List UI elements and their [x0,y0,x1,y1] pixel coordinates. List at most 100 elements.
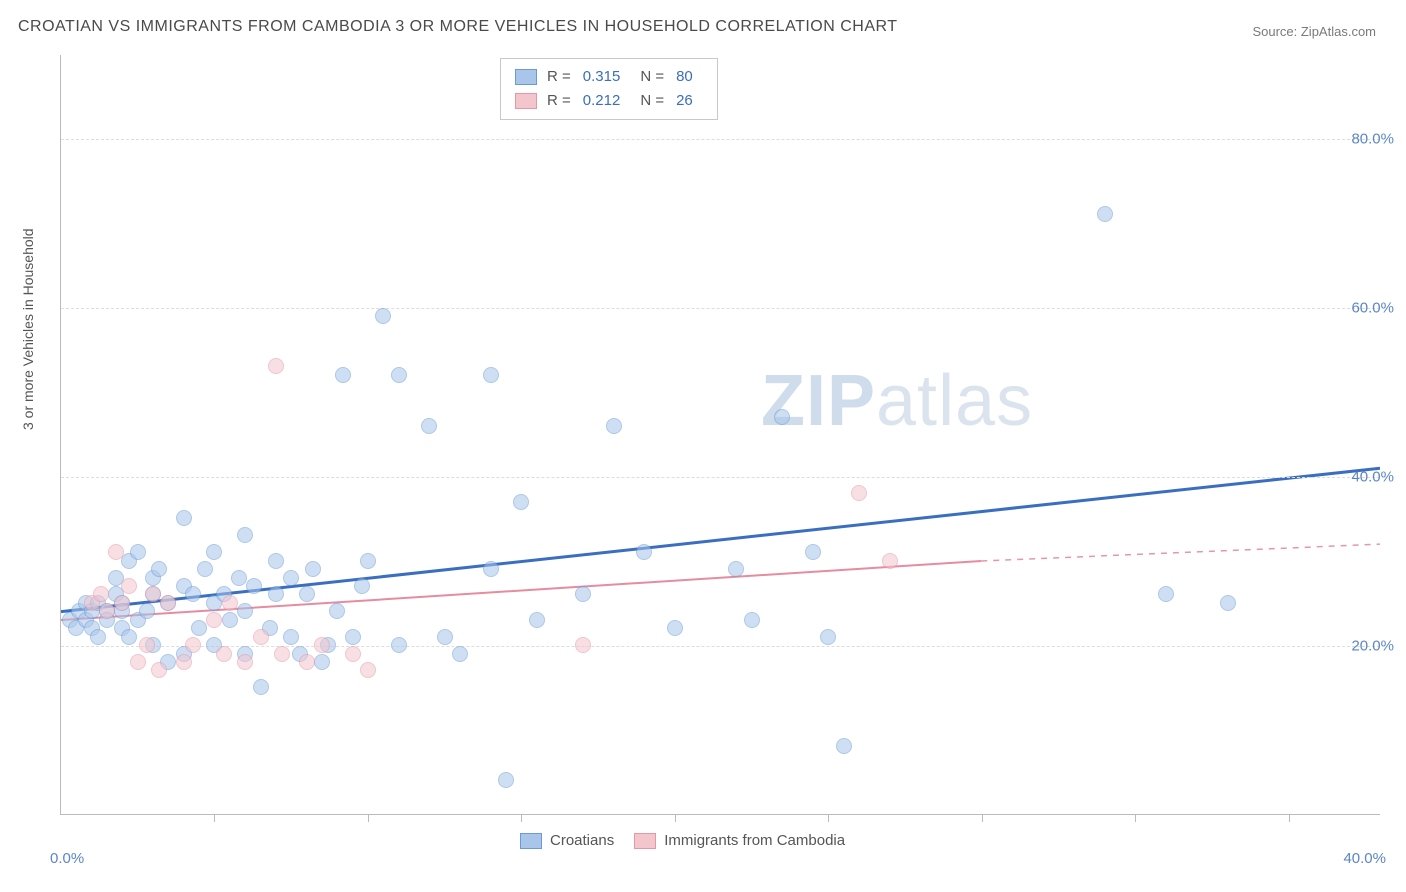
scatter-point [329,603,345,619]
scatter-point [575,637,591,653]
scatter-point [151,561,167,577]
scatter-point [121,578,137,594]
scatter-point [151,662,167,678]
scatter-point [391,367,407,383]
scatter-point [437,629,453,645]
legend-row-0: R = 0.315 N = 80 [515,65,703,89]
scatter-point [121,629,137,645]
scatter-point [575,586,591,602]
chart-title: CROATIAN VS IMMIGRANTS FROM CAMBODIA 3 O… [18,18,898,36]
scatter-point [882,553,898,569]
scatter-point [345,646,361,662]
watermark-light: atlas [876,361,1033,441]
y-tick-label: 40.0% [1351,469,1394,486]
scatter-point [246,578,262,594]
legend-swatch-b0 [520,833,542,849]
legend-row-1: R = 0.212 N = 26 [515,89,703,113]
scatter-point [667,620,683,636]
n-value-0: 80 [676,65,693,89]
legend-label-1: Immigrants from Cambodia [664,832,845,849]
scatter-point [375,308,391,324]
legend-swatch-0 [515,69,537,85]
scatter-point [253,679,269,695]
legend-stats: R = 0.315 N = 80 R = 0.212 N = 26 [500,58,718,120]
legend-item-0: Croatians [520,832,614,849]
x-tick [521,814,522,822]
scatter-point [139,637,155,653]
watermark-bold: ZIP [761,361,876,441]
gridline [61,139,1380,140]
scatter-point [99,603,115,619]
scatter-point [145,586,161,602]
scatter-point [1158,586,1174,602]
scatter-point [237,654,253,670]
scatter-point [805,544,821,560]
legend-item-1: Immigrants from Cambodia [634,832,845,849]
scatter-point [268,553,284,569]
source-label: Source: ZipAtlas.com [1252,24,1376,39]
scatter-point [197,561,213,577]
scatter-point [206,544,222,560]
scatter-point [222,595,238,611]
scatter-point [299,586,315,602]
x-tick [1289,814,1290,822]
r-label: R = [547,65,571,89]
legend-label-0: Croatians [550,832,614,849]
n-label: N = [640,89,664,113]
scatter-point [206,612,222,628]
scatter-point [93,586,109,602]
gridline [61,477,1380,478]
scatter-point [728,561,744,577]
trend-lines [61,55,1380,814]
scatter-point [237,527,253,543]
scatter-point [483,561,499,577]
scatter-point [421,418,437,434]
x-axis-right-label: 40.0% [1343,850,1386,867]
scatter-point [108,544,124,560]
scatter-point [139,603,155,619]
scatter-point [513,494,529,510]
plot-area: ZIPatlas [60,55,1380,815]
scatter-point [216,646,232,662]
legend-swatch-1 [515,93,537,109]
watermark: ZIPatlas [761,360,1033,442]
r-value-0: 0.315 [583,65,621,89]
scatter-point [176,510,192,526]
scatter-point [268,586,284,602]
y-tick-label: 80.0% [1351,131,1394,148]
scatter-point [130,654,146,670]
scatter-point [185,637,201,653]
scatter-point [176,654,192,670]
scatter-point [354,578,370,594]
scatter-point [391,637,407,653]
x-tick [982,814,983,822]
scatter-point [498,772,514,788]
scatter-point [231,570,247,586]
scatter-point [452,646,468,662]
scatter-point [345,629,361,645]
scatter-point [222,612,238,628]
scatter-point [305,561,321,577]
scatter-point [314,654,330,670]
scatter-point [851,485,867,501]
y-tick-label: 60.0% [1351,300,1394,317]
scatter-point [360,662,376,678]
scatter-point [744,612,760,628]
x-tick [675,814,676,822]
x-axis-left-label: 0.0% [50,850,84,867]
x-tick [1135,814,1136,822]
scatter-point [253,629,269,645]
scatter-point [1220,595,1236,611]
scatter-point [606,418,622,434]
scatter-point [836,738,852,754]
r-value-1: 0.212 [583,89,621,113]
n-value-1: 26 [676,89,693,113]
scatter-point [185,586,201,602]
scatter-point [774,409,790,425]
scatter-point [160,595,176,611]
scatter-point [529,612,545,628]
scatter-point [636,544,652,560]
scatter-point [130,544,146,560]
scatter-point [1097,206,1113,222]
scatter-point [335,367,351,383]
